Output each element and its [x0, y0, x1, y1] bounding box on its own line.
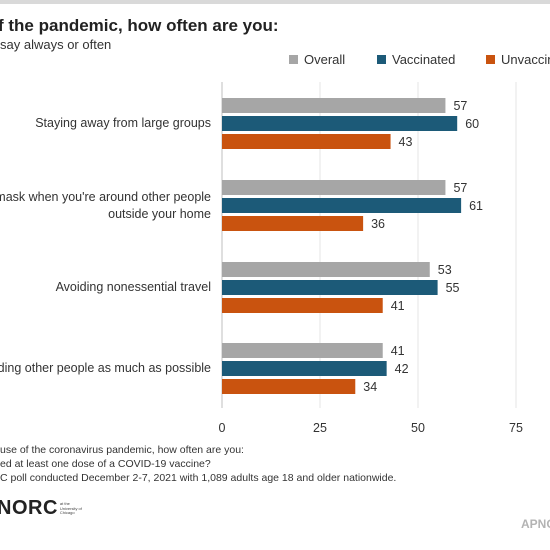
x-tick-label: 75 — [509, 421, 523, 435]
category-label-line: Avoiding nonessential travel — [55, 280, 211, 294]
bar — [222, 343, 383, 358]
data-label: 57 — [453, 99, 467, 113]
category-label: Staying away from large groups — [35, 115, 211, 132]
legend-swatch-unvaccinated — [486, 55, 495, 64]
bar — [222, 298, 383, 313]
category-label-line: iding other people as much as possible — [0, 361, 211, 375]
data-label: 41 — [391, 299, 405, 313]
data-label: 53 — [438, 263, 452, 277]
data-label: 61 — [469, 199, 483, 213]
bar — [222, 198, 462, 213]
logo-subtext-line: at the — [59, 501, 70, 506]
category-label-line: outside your home — [108, 206, 211, 221]
bar — [222, 116, 458, 131]
logo-subtext-line: Chicago — [59, 510, 75, 515]
chart-title: f the pandemic, how often are you: — [0, 16, 279, 35]
credit-text: APNO — [521, 517, 550, 531]
data-label: 34 — [363, 380, 377, 394]
data-label: 36 — [371, 217, 385, 231]
bar — [222, 379, 356, 394]
x-tick-label: 0 — [218, 421, 226, 435]
x-tick-label: 25 — [313, 421, 327, 435]
footnote-question: use of the coronavirus pandemic, how oft… — [0, 444, 244, 456]
bar — [222, 361, 387, 376]
legend-swatch-vaccinated — [377, 55, 386, 64]
category-label: mask when you're around other people outs… — [0, 189, 211, 223]
logo-subtext: at the University of Chicago — [59, 501, 82, 516]
category-label-line: mask when you're around other people — [0, 189, 211, 204]
logo-text: NORC — [0, 497, 58, 519]
legend-swatch-overall — [289, 55, 298, 64]
chart-subtitle: say always or often — [0, 37, 112, 52]
norc-logo: NORC at the University of Chicago — [0, 497, 82, 520]
data-label: 57 — [453, 181, 467, 195]
data-label: 60 — [465, 117, 479, 131]
bar — [222, 98, 446, 113]
legend-label-vaccinated: Vaccinated — [392, 52, 456, 67]
footnote-poll-info: C poll conducted December 2-7, 2021 with… — [0, 472, 397, 484]
data-label: 41 — [391, 344, 405, 358]
category-label: Avoiding nonessential travel — [56, 279, 211, 296]
bar — [222, 216, 364, 231]
category-label: iding other people as much as possible — [0, 360, 211, 377]
legend-label-unvaccinated: Unvaccin — [501, 52, 550, 67]
category-label-line: Staying away from large groups — [35, 116, 211, 130]
data-label: 43 — [399, 135, 413, 149]
logo-subtext-line: University of — [59, 505, 82, 511]
bar — [222, 180, 446, 195]
top-rule — [0, 0, 550, 4]
footnote-vaccine-question: ed at least one dose of a COVID-19 vacci… — [0, 458, 211, 470]
x-tick-label: 50 — [411, 421, 425, 435]
legend-label-overall: Overall — [304, 52, 346, 67]
bar — [222, 262, 430, 277]
bar — [222, 280, 438, 295]
data-label: 55 — [446, 281, 460, 295]
data-label: 42 — [395, 362, 409, 376]
legend-item-vaccinated: Vaccinated — [377, 52, 455, 67]
bar — [222, 134, 391, 149]
legend-item-unvaccinated: Unvaccin — [486, 52, 550, 67]
legend-item-overall: Overall — [289, 52, 345, 67]
